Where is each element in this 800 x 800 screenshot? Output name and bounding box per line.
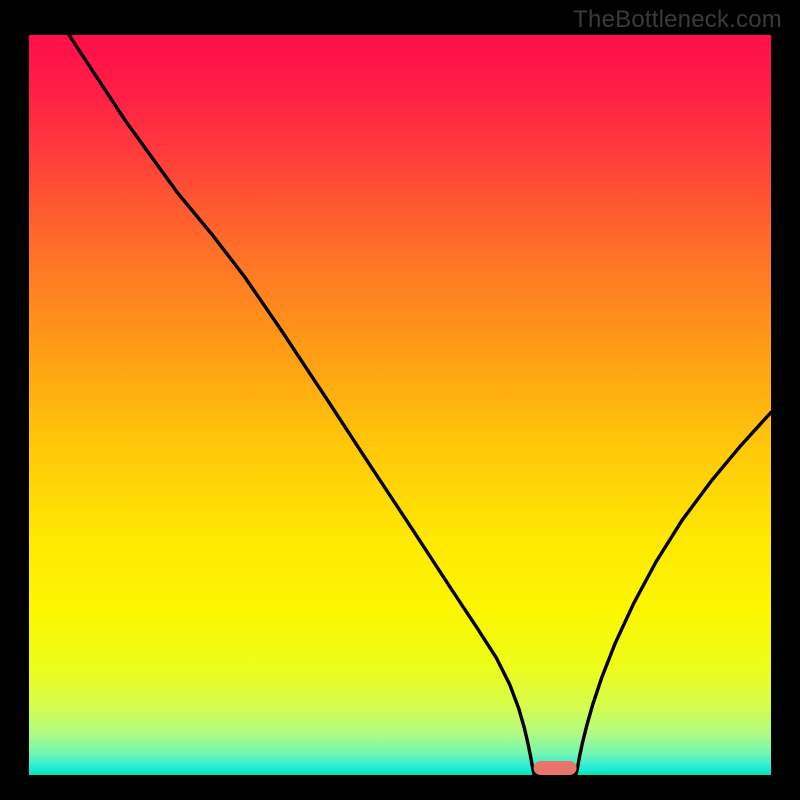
chart-svg <box>29 35 771 775</box>
optimum-marker <box>534 761 577 775</box>
plot-area <box>29 35 771 775</box>
gradient-background <box>29 35 771 775</box>
chart-frame: TheBottleneck.com <box>0 0 800 800</box>
watermark-text: TheBottleneck.com <box>573 6 782 34</box>
